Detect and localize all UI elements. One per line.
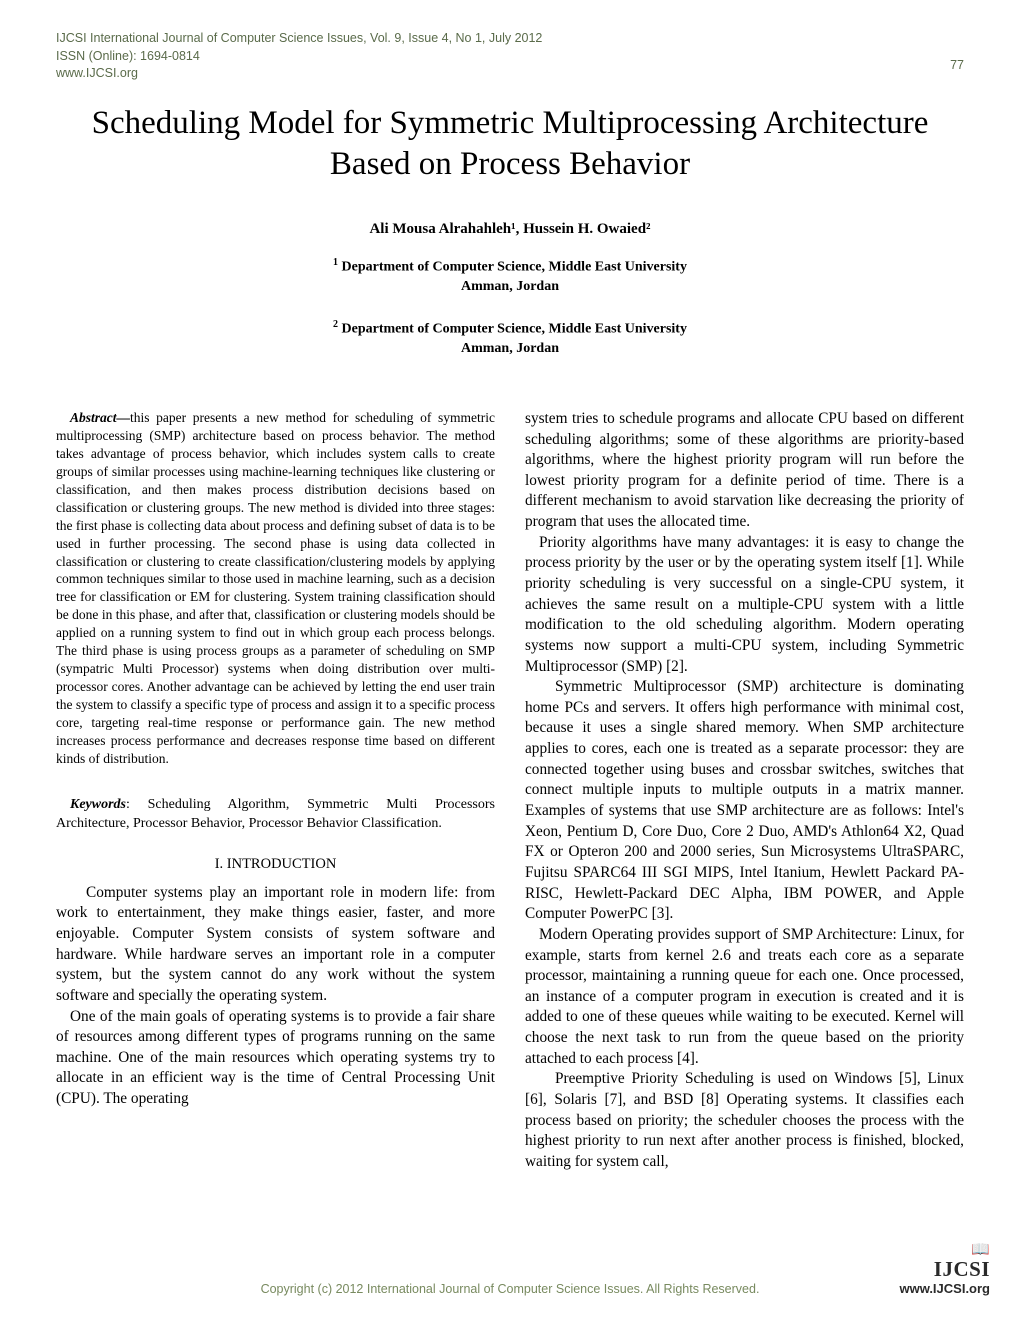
affiliation-1: 1 Department of Computer Science, Middle… — [56, 256, 964, 296]
page-number: 77 — [950, 58, 964, 72]
keywords-block: Keywords: Scheduling Algorithm, Symmetri… — [56, 796, 495, 834]
abstract-label: Abstract— — [70, 410, 130, 425]
authors: Ali Mousa Alrahahleh¹, Hussein H. Owaied… — [56, 221, 964, 238]
affiliation-1-loc: Amman, Jordan — [461, 279, 559, 294]
left-column: Abstract—this paper presents a new metho… — [56, 409, 495, 1173]
affiliation-2: 2 Department of Computer Science, Middle… — [56, 318, 964, 358]
paper-title: Scheduling Model for Symmetric Multiproc… — [56, 103, 964, 186]
abstract-block: Abstract—this paper presents a new metho… — [56, 409, 495, 768]
affiliation-2-dept: Department of Computer Science, Middle E… — [338, 322, 687, 337]
footer-logo-url: www.IJCSI.org — [899, 1281, 990, 1296]
footer-logo-text: IJCSI — [934, 1257, 990, 1281]
col2-para-3: Symmetric Multiprocessor (SMP) architect… — [525, 677, 964, 925]
affiliation-1-dept: Department of Computer Science, Middle E… — [338, 260, 687, 275]
footer-logo: 📖 IJCSI www.IJCSI.org — [899, 1242, 990, 1298]
copyright-text: Copyright (c) 2012 International Journal… — [261, 1282, 760, 1296]
header-url: www.IJCSI.org — [56, 65, 964, 83]
keywords-label: Keywords — [70, 797, 126, 812]
footer: Copyright (c) 2012 International Journal… — [0, 1280, 1020, 1298]
section-heading-introduction: I. INTRODUCTION — [56, 856, 495, 873]
right-column: system tries to schedule programs and al… — [525, 409, 964, 1173]
book-icon: 📖 — [971, 1242, 990, 1258]
col2-para-2: Priority algorithms have many advantages… — [525, 533, 964, 677]
intro-para-2: One of the main goals of operating syste… — [56, 1007, 495, 1110]
page-container: IJCSI International Journal of Computer … — [0, 0, 1020, 1320]
affiliation-2-loc: Amman, Jordan — [461, 341, 559, 356]
col2-para-5: Preemptive Priority Scheduling is used o… — [525, 1069, 964, 1172]
issn-line: ISSN (Online): 1694-0814 — [56, 48, 964, 66]
col2-para-4: Modern Operating provides support of SMP… — [525, 925, 964, 1069]
header-meta: IJCSI International Journal of Computer … — [56, 30, 964, 83]
col2-para-1: system tries to schedule programs and al… — [525, 409, 964, 533]
columns-container: Abstract—this paper presents a new metho… — [56, 409, 964, 1173]
intro-para-1: Computer systems play an important role … — [56, 883, 495, 1007]
journal-line: IJCSI International Journal of Computer … — [56, 30, 964, 48]
abstract-text: this paper presents a new method for sch… — [56, 410, 495, 766]
